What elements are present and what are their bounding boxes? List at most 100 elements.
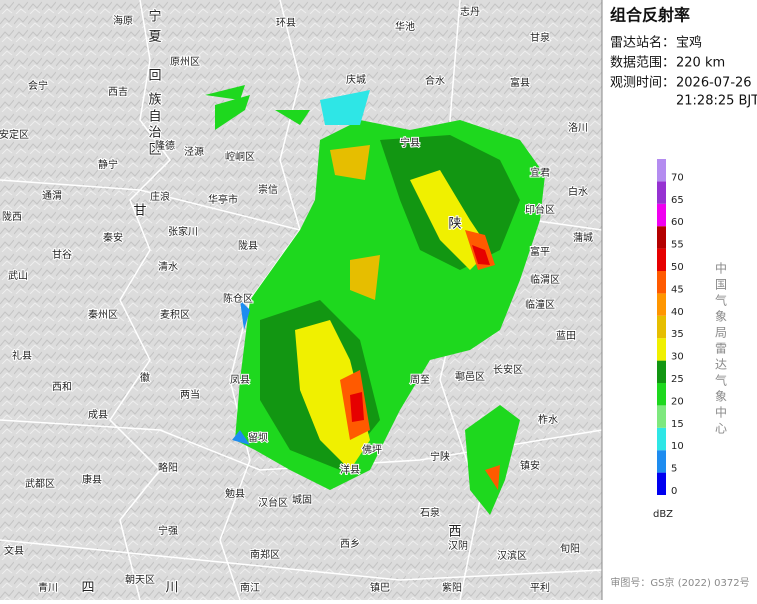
place-label: 隆德 [155,139,175,152]
place-label: 西乡 [340,538,360,550]
place-label: 陕 [448,217,461,232]
legend-label: 60 [671,217,684,228]
place-label: 回 [148,69,161,84]
place-label: 洋县 [340,463,360,476]
legend-label: 40 [671,307,684,318]
place-label: 西吉 [108,86,128,98]
legend-label: 30 [671,352,684,363]
place-label: 朝天区 [125,574,155,586]
place-label: 宁陕 [430,450,450,463]
legend-unit: dBZ [653,509,673,520]
legend-swatch [657,159,666,182]
legend-label: 15 [671,419,684,430]
place-label: 武山 [8,269,28,282]
place-label: 文县 [4,544,24,557]
place-label: 治 [148,126,161,141]
place-label: 富县 [510,76,530,89]
place-label: 周至 [410,374,430,386]
legend-swatch [657,293,666,316]
place-label: 华亭市 [208,193,238,206]
place-label: 麦积区 [160,309,190,321]
place-label: 青川 [38,581,58,594]
place-label: 印台区 [525,203,555,216]
place-label: 安定区 [0,128,29,141]
place-label: 陇西 [2,210,22,223]
place-label: 庆城 [346,73,366,86]
place-label: 留坝 [248,431,268,444]
legend-label: 25 [671,374,684,385]
place-label: 镇安 [520,459,540,472]
place-label: 庄浪 [150,190,170,203]
place-label: 蓝田 [556,330,576,342]
place-label: 礼县 [12,349,32,362]
place-label: 旬阳 [560,542,580,555]
place-label: 华池 [395,20,415,33]
legend-swatch [657,226,666,249]
place-label: 汉阴 [448,540,468,552]
place-label: 徽 [140,371,150,384]
place-label: 临潼区 [525,298,555,311]
approval: 审图号：GS京 (2022) 0372号 [610,576,749,589]
legend-swatch [657,405,666,428]
place-label: 长安区 [493,363,523,376]
place-label: 紫阳 [442,582,462,594]
place-label: 富平 [530,245,550,258]
legend-swatch [657,338,666,361]
place-label: 崇信 [258,184,278,196]
legend-swatch [657,315,666,339]
place-label: 宁 [148,9,161,25]
place-label: 甘 [133,204,146,219]
range: 220 km [676,56,725,71]
legend-label: 5 [671,464,677,475]
legend-swatch [657,203,666,227]
place-label: 西和 [52,381,72,393]
place-label: 白水 [568,185,588,198]
place-label: 崆峒区 [225,150,255,163]
legend-swatch [657,181,666,204]
place-label: 秦州区 [88,308,118,321]
station-label: 雷达站名： [610,35,675,51]
place-label: 四 [81,581,94,596]
place-label: 南江 [240,581,260,594]
place-label: 自 [148,110,161,125]
place-label: 略阳 [158,461,178,474]
legend-swatch [657,472,666,495]
place-label: 南郑区 [250,548,280,561]
place-label: 原州区 [170,56,200,68]
legend-label: 55 [671,240,684,251]
legend-label: 65 [671,195,684,206]
legend-label: 20 [671,396,684,407]
date: 2026-07-26 [676,76,752,91]
place-label: 通渭 [42,190,62,202]
time-label: 观测时间： [610,76,675,91]
place-label: 宁强 [158,524,178,537]
place-label: 泾源 [184,145,204,158]
legend-label: 0 [671,486,677,497]
legend-label: 35 [671,329,684,340]
legend-label: 10 [671,441,684,452]
place-label: 武都区 [25,477,55,490]
place-label: 陇县 [238,239,258,252]
place-label: 秦安 [103,231,123,244]
legend-swatch [657,360,666,383]
legend-swatch [657,271,666,294]
place-label: 西 [448,525,461,540]
place-label: 张家川 [168,225,198,238]
place-label: 鄠邑区 [455,371,485,383]
place-label: 陈仓区 [223,292,253,305]
place-label: 清水 [158,260,178,273]
place-label: 石泉 [420,506,440,519]
place-label: 成县 [88,409,108,421]
place-label: 海原 [113,14,133,27]
place-label: 静宁 [98,158,118,171]
legend-label: 50 [671,262,684,273]
place-label: 环县 [276,17,296,29]
place-label: 合水 [425,74,445,87]
place-label: 宜君 [530,166,550,179]
place-label: 洛川 [568,121,588,134]
place-label: 康县 [82,473,102,486]
place-label: 汉滨区 [497,549,527,562]
place-label: 镇巴 [370,581,390,594]
time: 21:28:25 BJT [676,94,757,109]
